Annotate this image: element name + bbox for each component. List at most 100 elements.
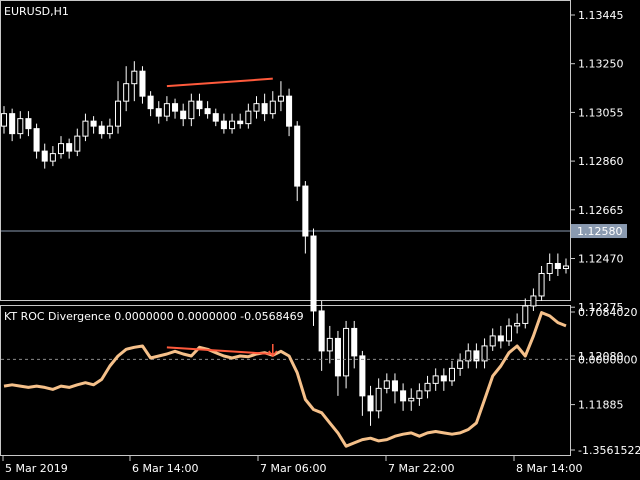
candle-body-bull (408, 397, 415, 402)
price-pane[interactable] (0, 61, 570, 426)
candle-body-bull (49, 153, 56, 162)
candle-body-bull (131, 70, 138, 85)
candle-body-bull (277, 95, 284, 102)
candle (253, 96, 260, 119)
time-tick-label: 8 Mar 14:00 (516, 462, 582, 475)
candle (343, 320, 350, 389)
candle (432, 368, 439, 391)
candle (286, 88, 293, 137)
candle-body-bear (33, 128, 40, 152)
candle (261, 93, 268, 122)
candle (204, 101, 211, 119)
candle (383, 373, 390, 394)
candle-body-bull (245, 110, 252, 125)
price-divergence-line (166, 77, 273, 88)
candle-body-bear (318, 310, 325, 352)
indicator-title: KT ROC Divergence 0.0000000 0.0000000 -0… (4, 310, 304, 323)
candle-body-bear (473, 350, 480, 362)
divergence-arrow-icon (268, 344, 278, 358)
indicator-divergence-line (166, 346, 273, 356)
candle-body-bear (98, 125, 105, 135)
candle (0, 106, 8, 134)
candle-body-bear (180, 110, 187, 120)
time-tick-label: 6 Mar 14:00 (132, 462, 198, 475)
candle-body-bear (554, 262, 561, 269)
price-tick-label: 1.13250 (578, 58, 624, 71)
candle-body-bear (294, 125, 301, 187)
candle (57, 136, 65, 159)
indicator-tick-label: 0.0000000 (578, 353, 638, 366)
candle-body-bear (400, 390, 407, 402)
candle (269, 91, 276, 119)
price-tick-label: 1.12470 (578, 253, 624, 266)
candle (530, 288, 537, 311)
candle-body-bear (391, 380, 398, 392)
current-price-tag (571, 224, 627, 239)
candle (180, 103, 187, 127)
candle (82, 113, 89, 142)
candle (448, 360, 455, 386)
candle (163, 96, 170, 122)
price-tick-label: 1.13055 (578, 106, 624, 119)
candle (481, 338, 488, 369)
indicator-pane[interactable] (1, 311, 570, 448)
candle (334, 330, 341, 396)
candle (440, 368, 447, 391)
indicator-pane-border (0, 305, 571, 456)
time-axis: 5 Mar 2019 6 Mar 14:00 7 Mar 06:00 7 Mar 22… (2, 456, 582, 475)
indicator-axis: 0.7084020 0.0000000 -1.3561522 (570, 306, 640, 457)
candle (74, 128, 81, 157)
candle (98, 121, 105, 139)
candle-body-bear (334, 337, 341, 377)
candle (131, 61, 138, 102)
candle (359, 350, 366, 416)
candle-body-bull (269, 100, 276, 115)
candle-body-bear (25, 118, 32, 130)
candle-body-bull (514, 322, 521, 327)
candle-body-bear (9, 113, 16, 135)
candle (277, 81, 284, 112)
candle-body-bear (286, 95, 293, 127)
candle (41, 143, 48, 169)
candle-body-bull (522, 305, 529, 324)
symbol-label: EURUSD,H1 (4, 5, 69, 18)
candle (139, 66, 146, 104)
candle-body-bear (367, 395, 374, 412)
price-pane-border (0, 0, 571, 301)
candle (33, 123, 40, 159)
current-price-label: 1.12580 (577, 225, 623, 238)
candle-body-bear (351, 327, 358, 357)
price-tick-label: 1.11885 (578, 399, 624, 412)
time-tick-label: 5 Mar 2019 (5, 462, 68, 475)
candle (9, 108, 16, 142)
candle (155, 101, 162, 124)
candle-body-bull (106, 125, 113, 135)
candle (367, 385, 374, 426)
candle (212, 108, 219, 127)
candle-body-bull (416, 390, 423, 399)
candle (457, 353, 464, 376)
candle-body-bear (359, 355, 366, 397)
candle-body-bear (172, 103, 179, 112)
candle-body-bull (0, 113, 8, 127)
candle (229, 113, 236, 134)
time-tick-label: 7 Mar 06:00 (260, 462, 326, 475)
candle-body-bear (302, 185, 309, 237)
candle (17, 111, 24, 139)
candle (424, 375, 431, 399)
candle (562, 258, 570, 274)
candle-body-bull (424, 382, 431, 392)
candle-body-bull (481, 345, 488, 362)
candle-body-bull (123, 83, 130, 102)
candle (294, 121, 301, 202)
candle (237, 113, 244, 129)
candle (416, 383, 423, 406)
candle-body-bull (17, 118, 24, 135)
candle-body-bull (115, 100, 122, 127)
candle-body-bull (253, 103, 260, 112)
candle-body-bear (212, 113, 219, 122)
candle-body-bull (448, 367, 455, 382)
candle-body-bull (457, 360, 464, 369)
